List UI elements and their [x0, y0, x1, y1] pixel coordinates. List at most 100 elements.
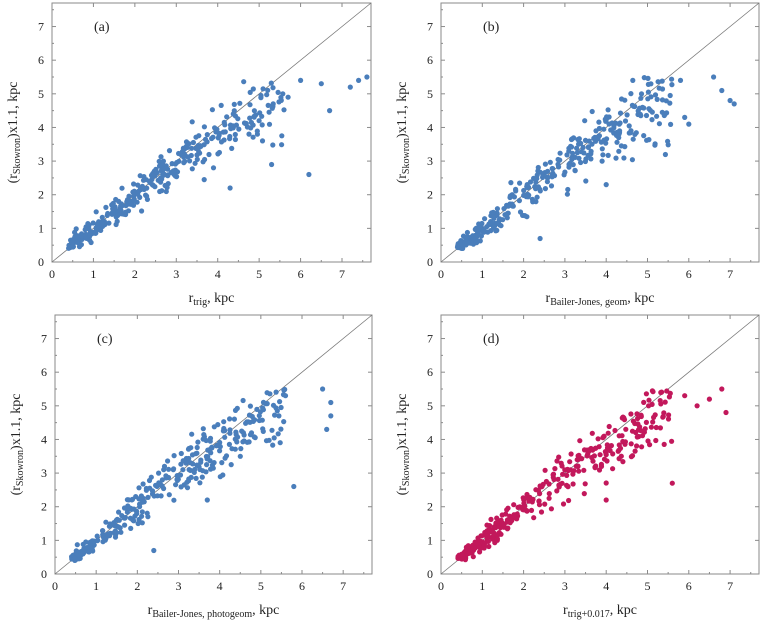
data-point: [601, 126, 607, 132]
data-point: [298, 77, 304, 83]
data-point: [190, 461, 196, 467]
data-point: [246, 131, 252, 137]
x-tick-label: 1: [479, 579, 485, 593]
data-point: [622, 97, 628, 103]
panel-2: 0 1 2 3 4 5 6 7 0 1 2 3 4 5 6 7 (b) rBailer-Jones, geom, …: [395, 2, 760, 308]
data-point: [481, 543, 487, 549]
data-point: [137, 173, 143, 179]
data-point: [643, 419, 650, 425]
data-point: [221, 137, 227, 143]
data-point: [208, 450, 214, 456]
data-point: [197, 480, 203, 486]
data-point: [572, 168, 578, 174]
data-point: [660, 414, 666, 420]
data-point: [259, 122, 265, 128]
panel-3: 0 1 2 3 4 5 6 7 0 1 2 3 4 5 6 7 (c) rBailer-Jones, photog…: [9, 314, 373, 620]
data-point: [232, 436, 238, 442]
data-point: [220, 129, 226, 135]
data-point: [534, 194, 540, 200]
plot-frame: [440, 2, 760, 263]
data-point: [123, 211, 129, 218]
data-point: [654, 113, 660, 119]
data-point: [269, 161, 275, 168]
data-point: [306, 171, 312, 178]
data-point: [548, 506, 555, 512]
data-point: [582, 158, 589, 165]
x-tick-label: 7: [727, 579, 733, 593]
data-point: [669, 82, 675, 88]
data-point: [222, 434, 228, 440]
x-tick-label: 4: [603, 579, 609, 593]
data-point: [634, 411, 640, 417]
data-point: [686, 121, 692, 127]
y-tick-label: 7: [427, 20, 433, 34]
data-point: [201, 434, 207, 440]
data-point: [246, 439, 252, 445]
data-point: [192, 160, 198, 166]
data-point: [599, 158, 605, 164]
data-point: [589, 430, 595, 436]
data-point: [533, 199, 539, 205]
data-point: [165, 458, 171, 464]
panel-label: (c): [97, 332, 113, 347]
data-point: [201, 124, 207, 130]
data-point: [83, 539, 89, 545]
data-point: [140, 495, 146, 501]
data-point: [222, 428, 228, 434]
data-point: [579, 456, 585, 462]
data-point: [250, 418, 256, 424]
data-point: [554, 458, 560, 464]
data-point: [201, 177, 207, 183]
data-point: [531, 515, 537, 521]
plot-frame: [440, 314, 760, 575]
data-point: [596, 133, 603, 139]
data-point: [638, 91, 645, 97]
data-point: [123, 505, 129, 511]
y-tick-label: 4: [38, 120, 44, 134]
data-point: [639, 433, 646, 439]
data-point: [475, 230, 481, 236]
data-point: [620, 459, 626, 465]
data-point: [578, 149, 585, 155]
y-axis-label: (rSkowron)x1.1, kpc: [6, 82, 23, 184]
data-point: [188, 445, 194, 451]
data-point: [504, 519, 510, 525]
data-point: [567, 459, 573, 465]
data-point: [215, 135, 221, 141]
data-point: [278, 426, 284, 432]
data-point: [266, 437, 272, 443]
data-point: [567, 160, 573, 166]
x-tick-label: 3: [562, 267, 568, 281]
data-point: [145, 494, 151, 500]
y-tick-label: 1: [38, 221, 44, 235]
data-point: [564, 152, 570, 158]
data-point: [165, 173, 171, 179]
data-point: [664, 110, 670, 116]
data-point: [534, 175, 540, 182]
data-point: [641, 105, 647, 111]
data-point: [460, 553, 466, 560]
data-point: [110, 200, 116, 206]
data-point: [662, 151, 669, 158]
data-point: [610, 466, 616, 472]
data-point: [134, 510, 140, 517]
plot-frame: [54, 314, 373, 575]
data-point: [556, 454, 562, 460]
data-point: [480, 228, 486, 234]
data-point: [545, 168, 551, 174]
data-point: [140, 177, 147, 183]
x-tick-label: 0: [49, 267, 55, 281]
y-tick-label: 6: [427, 365, 433, 379]
data-point: [194, 444, 200, 451]
data-point: [146, 477, 153, 484]
data-point: [535, 164, 541, 171]
data-point: [113, 221, 119, 228]
data-point: [524, 214, 530, 220]
data-point: [654, 96, 660, 102]
data-point: [585, 144, 592, 150]
data-point: [270, 142, 276, 148]
data-point: [470, 554, 476, 560]
data-point: [490, 209, 496, 215]
x-tick-label: 4: [603, 267, 609, 281]
y-tick-label: 5: [38, 87, 44, 101]
